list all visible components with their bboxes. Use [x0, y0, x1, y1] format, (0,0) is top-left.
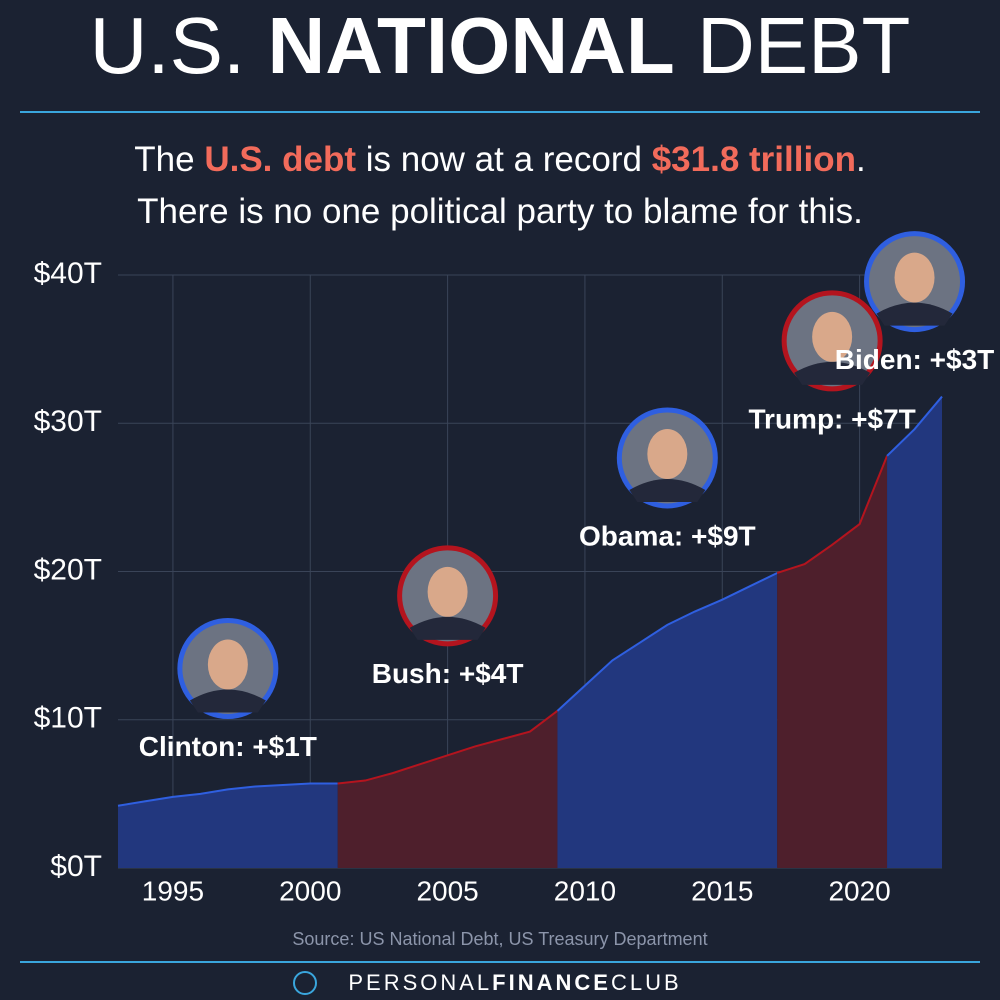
y-tick-label: $40T: [34, 257, 102, 290]
portrait-face: [427, 566, 468, 617]
subtitle-part: U.S. debt: [204, 140, 356, 179]
title-part: U.S.: [90, 1, 268, 90]
y-tick-label: $30T: [34, 405, 102, 438]
x-tick-label: 2010: [554, 875, 616, 906]
portrait-face: [647, 428, 688, 479]
portrait-shoulders: [794, 361, 871, 385]
line: [556, 572, 778, 712]
title-part: DEBT: [675, 1, 911, 90]
x-tick-label: 1995: [142, 875, 204, 906]
line: [337, 710, 559, 785]
plot: [117, 274, 943, 869]
brand: PERSONALFINANCECLUB: [348, 970, 681, 995]
brand-part: PERSONAL: [348, 970, 492, 995]
portrait: [781, 290, 883, 392]
subtitle: There is no one political party to blame…: [137, 192, 863, 231]
subtitle: The U.S. debt is now at a record $31.8 t…: [134, 140, 865, 179]
area: [887, 396, 942, 868]
portrait: [864, 231, 966, 333]
subtitle-part: $31.8 trillion: [652, 140, 856, 179]
series-label: Trump: +$7T: [749, 403, 916, 434]
y-tick-label: $10T: [34, 702, 102, 735]
y-tick-label: $0T: [50, 850, 102, 883]
subtitle-part: is now at a record: [356, 140, 652, 179]
portrait-face: [894, 252, 935, 303]
title: U.S. NATIONAL DEBT: [90, 1, 911, 90]
subtitle-part: The: [134, 140, 204, 179]
series-label: Clinton: +$1T: [139, 731, 317, 762]
series-label: Obama: +$9T: [579, 520, 756, 551]
area: [337, 710, 558, 868]
brand-part: CLUB: [611, 970, 682, 995]
line: [117, 782, 338, 807]
area: [118, 783, 338, 868]
title-part: NATIONAL: [267, 1, 674, 90]
area: [777, 455, 888, 868]
portrait-shoulders: [409, 616, 486, 640]
brand-part: FINANCE: [492, 970, 611, 995]
source: Source: US National Debt, US Treasury De…: [292, 929, 707, 949]
portrait-face: [812, 311, 853, 362]
subtitle-part: .: [856, 140, 866, 179]
series-label: Biden: +$3T: [835, 344, 994, 375]
portrait-shoulders: [876, 302, 953, 326]
series-label: Bush: +$4T: [372, 658, 524, 689]
portrait-shoulders: [189, 689, 266, 713]
x-tick-label: 2005: [416, 875, 478, 906]
line: [776, 455, 888, 574]
y-tick-label: $20T: [34, 553, 102, 586]
portrait: [177, 617, 279, 719]
x-tick-label: 2000: [279, 875, 341, 906]
area: [557, 572, 778, 868]
x-tick-label: 2020: [828, 875, 890, 906]
portrait-face: [207, 639, 248, 690]
subtitle-part: There is no one political party to blame…: [137, 192, 863, 231]
logo-icon: [293, 971, 317, 995]
portrait: [616, 407, 718, 509]
portrait-shoulders: [629, 478, 706, 502]
x-tick-label: 2015: [691, 875, 753, 906]
portrait: [397, 545, 499, 647]
line: [886, 395, 943, 457]
